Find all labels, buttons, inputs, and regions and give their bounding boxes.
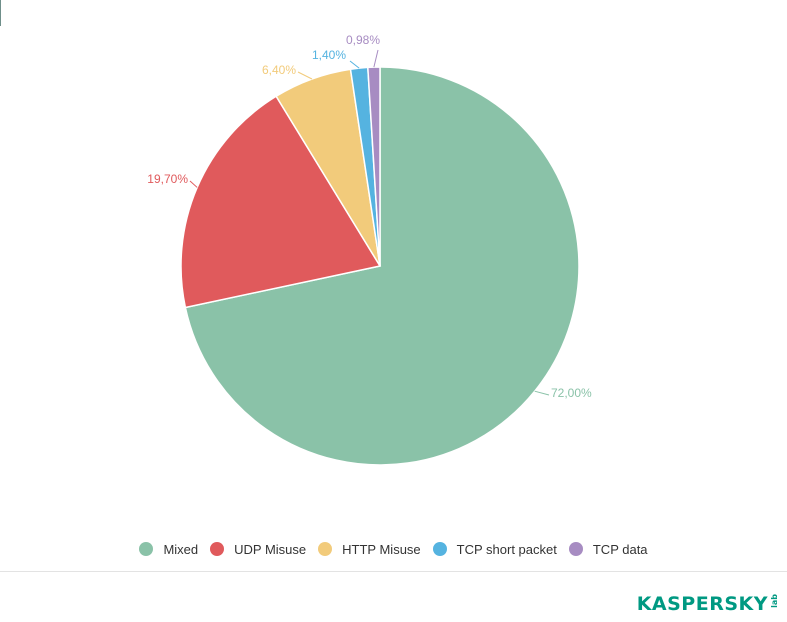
corner-mark xyxy=(0,0,1,26)
legend-item-http-misuse[interactable]: HTTP Misuse xyxy=(318,542,421,557)
legend-item-tcp-data[interactable]: TCP data xyxy=(568,541,648,557)
leader-line-udp-misuse xyxy=(189,180,198,188)
legend-label-mixed: Mixed xyxy=(163,541,199,557)
legend-swatch-tcp-data xyxy=(568,542,583,556)
data-label-tcp-data: 0,98% xyxy=(346,33,380,47)
data-label-http-misuse: 6,40% xyxy=(262,63,296,77)
legend-swatch-tcp-short-packet xyxy=(432,542,447,556)
kaspersky-lab-logo: KASPERSKY lab xyxy=(637,590,779,620)
legend-item-mixed[interactable]: Mixed xyxy=(139,542,198,557)
pie-slice-udp-misuse[interactable] xyxy=(180,95,382,309)
leader-line-mixed xyxy=(534,390,550,396)
legend-label-tcp-short-packet: TCP short packet xyxy=(456,541,557,557)
legend-swatch-mixed xyxy=(139,542,154,556)
leader-line-http-misuse xyxy=(297,71,313,80)
leader-line-tcp-data xyxy=(373,49,379,68)
data-label-mixed: 72,00% xyxy=(551,386,592,400)
leader-line-tcp-short-packet xyxy=(349,60,360,69)
brand-wordmark: KASPERSKY xyxy=(636,593,768,615)
data-label-udp-misuse: 19,70% xyxy=(147,172,188,186)
legend-item-tcp-short-packet[interactable]: TCP short packet xyxy=(432,541,557,557)
pie-chart: 72,00% 19,70% 6,40% 1,40% 0,98% xyxy=(147,33,592,466)
pie-chart-svg: 72,00% 19,70% 6,40% 1,40%0,98% xyxy=(147,33,592,466)
data-label-tcp-short-packet: 1,40% xyxy=(312,48,346,62)
legend-swatch-http-misuse xyxy=(318,542,333,556)
legend-swatch-udp-misuse xyxy=(210,542,225,556)
chart-legend: Mixed UDP Misuse HTTP Misuse TCP short p… xyxy=(0,538,787,560)
footer-divider xyxy=(0,571,787,572)
legend-label-tcp-data: TCP data xyxy=(592,541,648,557)
legend-label-udp-misuse: UDP Misuse xyxy=(234,541,307,557)
legend-item-udp-misuse[interactable]: UDP Misuse xyxy=(210,542,306,557)
legend-label-http-misuse: HTTP Misuse xyxy=(342,541,421,557)
brand-sub: lab xyxy=(770,594,779,608)
pie-slice-mixed[interactable] xyxy=(184,66,580,466)
